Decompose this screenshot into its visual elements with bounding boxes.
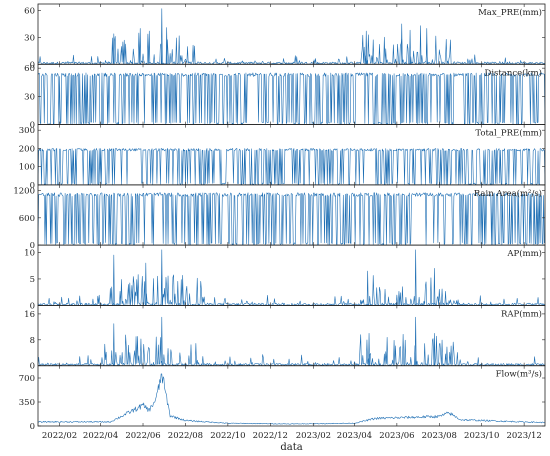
peak-1-6 [365, 30, 368, 65]
peak-5-5 [414, 249, 417, 306]
panel-frame [37, 365, 546, 427]
series-5 [37, 274, 546, 306]
panel-label: Rain Area(m²/s) [474, 188, 542, 199]
x-tick-label: 2022/08 [168, 431, 203, 441]
y-tick-label: 0 [30, 181, 35, 191]
peak-1-2 [139, 28, 142, 65]
panel-label: RAP(mm) [501, 308, 542, 319]
y-tick-label: 1200 [13, 187, 35, 197]
peak-5-6 [433, 268, 436, 306]
panel-label: Distance(km) [485, 67, 543, 78]
series-6 [37, 333, 546, 367]
panel-7: 0 350 700 Flow(m³/s) [19, 365, 546, 432]
panel-6: 0 8 16 RAP(mm) [24, 305, 546, 372]
y-tick-label: 60 [24, 6, 35, 16]
y-tick-label: 0 [30, 362, 35, 372]
x-tick-label: 2022/02 [42, 431, 77, 441]
y-tick-label: 60 [24, 64, 35, 74]
y-tick-label: 10 [24, 248, 35, 258]
series-3 [37, 148, 546, 186]
y-tick-label: 600 [19, 214, 35, 224]
y-tick-label: 200 [19, 144, 35, 154]
x-tick-label: 2022/12 [253, 431, 288, 441]
series-2 [37, 72, 546, 125]
peak-6-2 [160, 316, 163, 366]
peak-5-2 [144, 262, 147, 306]
x-tick-label: 2022/10 [210, 431, 245, 441]
y-tick-label: 5 [30, 275, 35, 285]
x-tick-label: 2023/10 [464, 431, 499, 441]
panel-4: 0 600 1200 Rain Area(m²/s) [13, 184, 546, 251]
peak-6-1 [112, 323, 115, 366]
y-tick-label: 0 [30, 301, 35, 311]
y-tick-label: 350 [19, 398, 35, 408]
peak-1-3 [148, 30, 151, 65]
y-tick-label: 16 [24, 310, 35, 320]
x-tick-label: 2023/08 [422, 431, 457, 441]
peak-6-5 [433, 333, 436, 366]
y-tick-label: 0 [30, 60, 35, 70]
x-axis-label: data [280, 442, 302, 453]
panel-label: Max_PRE(mm) [478, 7, 542, 18]
y-tick-label: 700 [19, 374, 35, 384]
y-tick-label: 30 [24, 92, 35, 102]
panel-2: 0 30 60 Distance(km) [24, 63, 546, 131]
series-4 [37, 192, 546, 246]
x-tick-label: 2022/06 [125, 431, 160, 441]
panel-label: Total_PRE(mm) [475, 128, 542, 139]
panel-label: Flow(m³/s) [496, 369, 542, 380]
panel-1: 0 30 60 Max_PRE(mm) [24, 3, 546, 70]
peak-1-9 [419, 25, 422, 65]
series-7 [37, 373, 546, 425]
y-tick-label: 8 [30, 336, 35, 346]
y-tick-label: 100 [19, 163, 35, 173]
y-tick-label: 0 [30, 241, 35, 251]
x-tick-label: 2022/04 [83, 431, 118, 441]
peak-5-4 [366, 270, 369, 306]
peak-1-8 [409, 29, 411, 65]
y-tick-label: 0 [30, 422, 35, 432]
x-tick-label: 2023/04 [337, 431, 372, 441]
x-tick-label: 2023/02 [296, 431, 331, 441]
panel-label: AP(mm) [506, 248, 542, 259]
panel-3: 0 100 200 300 Total_PRE(mm) [19, 124, 546, 191]
x-tick-label: 2023/12 [506, 431, 541, 441]
peak-5-1 [112, 254, 115, 306]
y-tick-label: 0 [30, 121, 35, 131]
series-1 [37, 32, 546, 65]
x-tick-label: 2023/06 [379, 431, 414, 441]
y-tick-label: 300 [19, 126, 35, 136]
panel-5: 0 5 10 AP(mm) [24, 244, 546, 311]
y-tick-label: 30 [24, 33, 35, 43]
